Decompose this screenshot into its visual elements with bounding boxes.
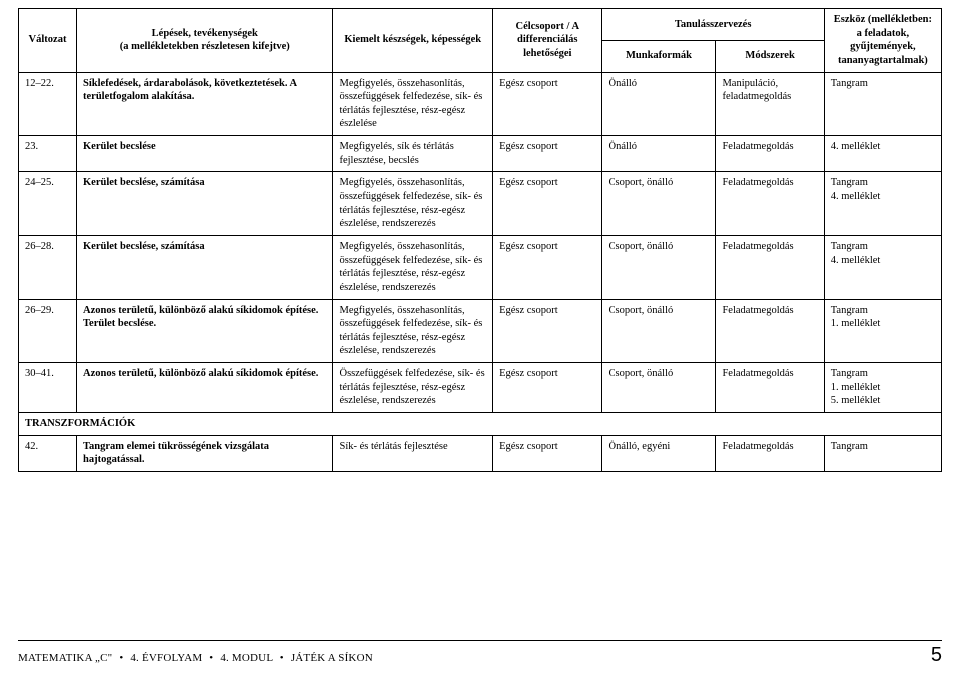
cell-num: 12–22. bbox=[19, 72, 77, 136]
cell-num: 30–41. bbox=[19, 363, 77, 413]
footer-grade: 4. ÉVFOLYAM bbox=[130, 652, 202, 664]
cell-munka: Csoport, önálló bbox=[602, 172, 716, 236]
cell-munka: Csoport, önálló bbox=[602, 363, 716, 413]
cell-cel: Egész csoport bbox=[493, 136, 602, 172]
cell-kiemelt: Megfigyelés, összehasonlítás, összefüggé… bbox=[333, 235, 493, 299]
table-row: 42. Tangram elemei tükrösségének vizsgál… bbox=[19, 435, 942, 471]
cell-num: 26–29. bbox=[19, 299, 77, 363]
header-modszerek: Módszerek bbox=[716, 40, 824, 72]
table-body: 12–22. Síklefedések, árdarabolások, köve… bbox=[19, 72, 942, 471]
header-row-1: Változat Lépések, tevékenységek (a mellé… bbox=[19, 9, 942, 41]
cell-eszkoz: Tangram1. melléklet5. melléklet bbox=[824, 363, 941, 413]
bullet-icon: • bbox=[115, 652, 127, 664]
cell-lepesek: Azonos területű, különböző alakú síkidom… bbox=[77, 299, 333, 363]
cell-kiemelt: Megfigyelés, összehasonlítás, összefüggé… bbox=[333, 299, 493, 363]
cell-num: 26–28. bbox=[19, 235, 77, 299]
header-lepesek: Lépések, tevékenységek (a mellékletekben… bbox=[77, 9, 333, 73]
footer-title: JÁTÉK A SÍKON bbox=[291, 652, 373, 664]
cell-lepesek: Síklefedések, árdarabolások, következtet… bbox=[77, 72, 333, 136]
cell-cel: Egész csoport bbox=[493, 172, 602, 236]
cell-eszkoz: 4. melléklet bbox=[824, 136, 941, 172]
cell-cel: Egész csoport bbox=[493, 363, 602, 413]
bullet-icon: • bbox=[205, 652, 217, 664]
cell-munka: Csoport, önálló bbox=[602, 299, 716, 363]
cell-eszkoz: Tangram bbox=[824, 72, 941, 136]
cell-lepesek: Azonos területű, különböző alakú síkidom… bbox=[77, 363, 333, 413]
table-row: 26–28. Kerület becslése, számítása Megfi… bbox=[19, 235, 942, 299]
cell-mod: Feladatmegoldás bbox=[716, 363, 824, 413]
table-row: 23. Kerület becslése Megfigyelés, sík és… bbox=[19, 136, 942, 172]
footer-subject: MATEMATIKA „C" bbox=[18, 652, 112, 664]
cell-mod: Feladatmegoldás bbox=[716, 435, 824, 471]
cell-kiemelt: Megfigyelés, sík és térlátás fejlesztése… bbox=[333, 136, 493, 172]
table-row: 24–25. Kerület becslése, számítása Megfi… bbox=[19, 172, 942, 236]
table-header: Változat Lépések, tevékenységek (a mellé… bbox=[19, 9, 942, 73]
bullet-icon: • bbox=[276, 652, 288, 664]
page-number: 5 bbox=[931, 644, 942, 667]
table-row: 26–29. Azonos területű, különböző alakú … bbox=[19, 299, 942, 363]
footer-text: MATEMATIKA „C" • 4. ÉVFOLYAM • 4. MODUL … bbox=[18, 652, 373, 664]
cell-mod: Feladatmegoldás bbox=[716, 136, 824, 172]
cell-eszkoz: Tangram1. melléklet bbox=[824, 299, 941, 363]
cell-munka: Önálló, egyéni bbox=[602, 435, 716, 471]
cell-eszkoz: Tangram4. melléklet bbox=[824, 172, 941, 236]
document-page: Változat Lépések, tevékenységek (a mellé… bbox=[0, 0, 960, 472]
cell-num: 24–25. bbox=[19, 172, 77, 236]
header-tanulasszervezes: Tanulásszervezés bbox=[602, 9, 824, 41]
header-lepesek-line2: (a mellékletekben részletesen kifejtve) bbox=[120, 41, 290, 52]
cell-kiemelt: Összefüggések felfedezése, sík- és térlá… bbox=[333, 363, 493, 413]
table-row: 12–22. Síklefedések, árdarabolások, köve… bbox=[19, 72, 942, 136]
cell-kiemelt: Megfigyelés, összehasonlítás, összefüggé… bbox=[333, 172, 493, 236]
cell-mod: Feladatmegoldás bbox=[716, 235, 824, 299]
cell-lepesek: Kerület becslése bbox=[77, 136, 333, 172]
cell-munka: Csoport, önálló bbox=[602, 235, 716, 299]
header-lepesek-line1: Lépések, tevékenységek bbox=[152, 28, 258, 39]
header-munkaformak: Munkaformák bbox=[602, 40, 716, 72]
header-kiemelt: Kiemelt készségek, képességek bbox=[333, 9, 493, 73]
footer-module: 4. MODUL bbox=[220, 652, 273, 664]
cell-num: 42. bbox=[19, 435, 77, 471]
cell-kiemelt: Megfigyelés, összehasonlítás, összefüggé… bbox=[333, 72, 493, 136]
cell-lepesek: Tangram elemei tükrösségének vizsgálata … bbox=[77, 435, 333, 471]
cell-mod: Feladatmegoldás bbox=[716, 172, 824, 236]
section-row: TRANSZFORMÁCIÓK bbox=[19, 413, 942, 436]
curriculum-table: Változat Lépések, tevékenységek (a mellé… bbox=[18, 8, 942, 472]
cell-munka: Önálló bbox=[602, 72, 716, 136]
cell-eszkoz: Tangram bbox=[824, 435, 941, 471]
cell-num: 23. bbox=[19, 136, 77, 172]
cell-kiemelt: Sík- és térlátás fejlesztése bbox=[333, 435, 493, 471]
table-row: 30–41. Azonos területű, különböző alakú … bbox=[19, 363, 942, 413]
cell-munka: Önálló bbox=[602, 136, 716, 172]
cell-cel: Egész csoport bbox=[493, 72, 602, 136]
header-eszkoz: Eszköz (mellékletben: a feladatok, gyűjt… bbox=[824, 9, 941, 73]
cell-lepesek: Kerület becslése, számítása bbox=[77, 235, 333, 299]
cell-mod: Manipuláció, feladatmegoldás bbox=[716, 72, 824, 136]
section-title: TRANSZFORMÁCIÓK bbox=[19, 413, 942, 436]
page-footer: MATEMATIKA „C" • 4. ÉVFOLYAM • 4. MODUL … bbox=[18, 640, 942, 667]
cell-cel: Egész csoport bbox=[493, 435, 602, 471]
cell-cel: Egész csoport bbox=[493, 299, 602, 363]
cell-eszkoz: Tangram4. melléklet bbox=[824, 235, 941, 299]
header-valtozat: Változat bbox=[19, 9, 77, 73]
cell-mod: Feladatmegoldás bbox=[716, 299, 824, 363]
cell-lepesek: Kerület becslése, számítása bbox=[77, 172, 333, 236]
cell-cel: Egész csoport bbox=[493, 235, 602, 299]
header-celcsoport: Célcsoport / A differenciálás lehetősége… bbox=[493, 9, 602, 73]
